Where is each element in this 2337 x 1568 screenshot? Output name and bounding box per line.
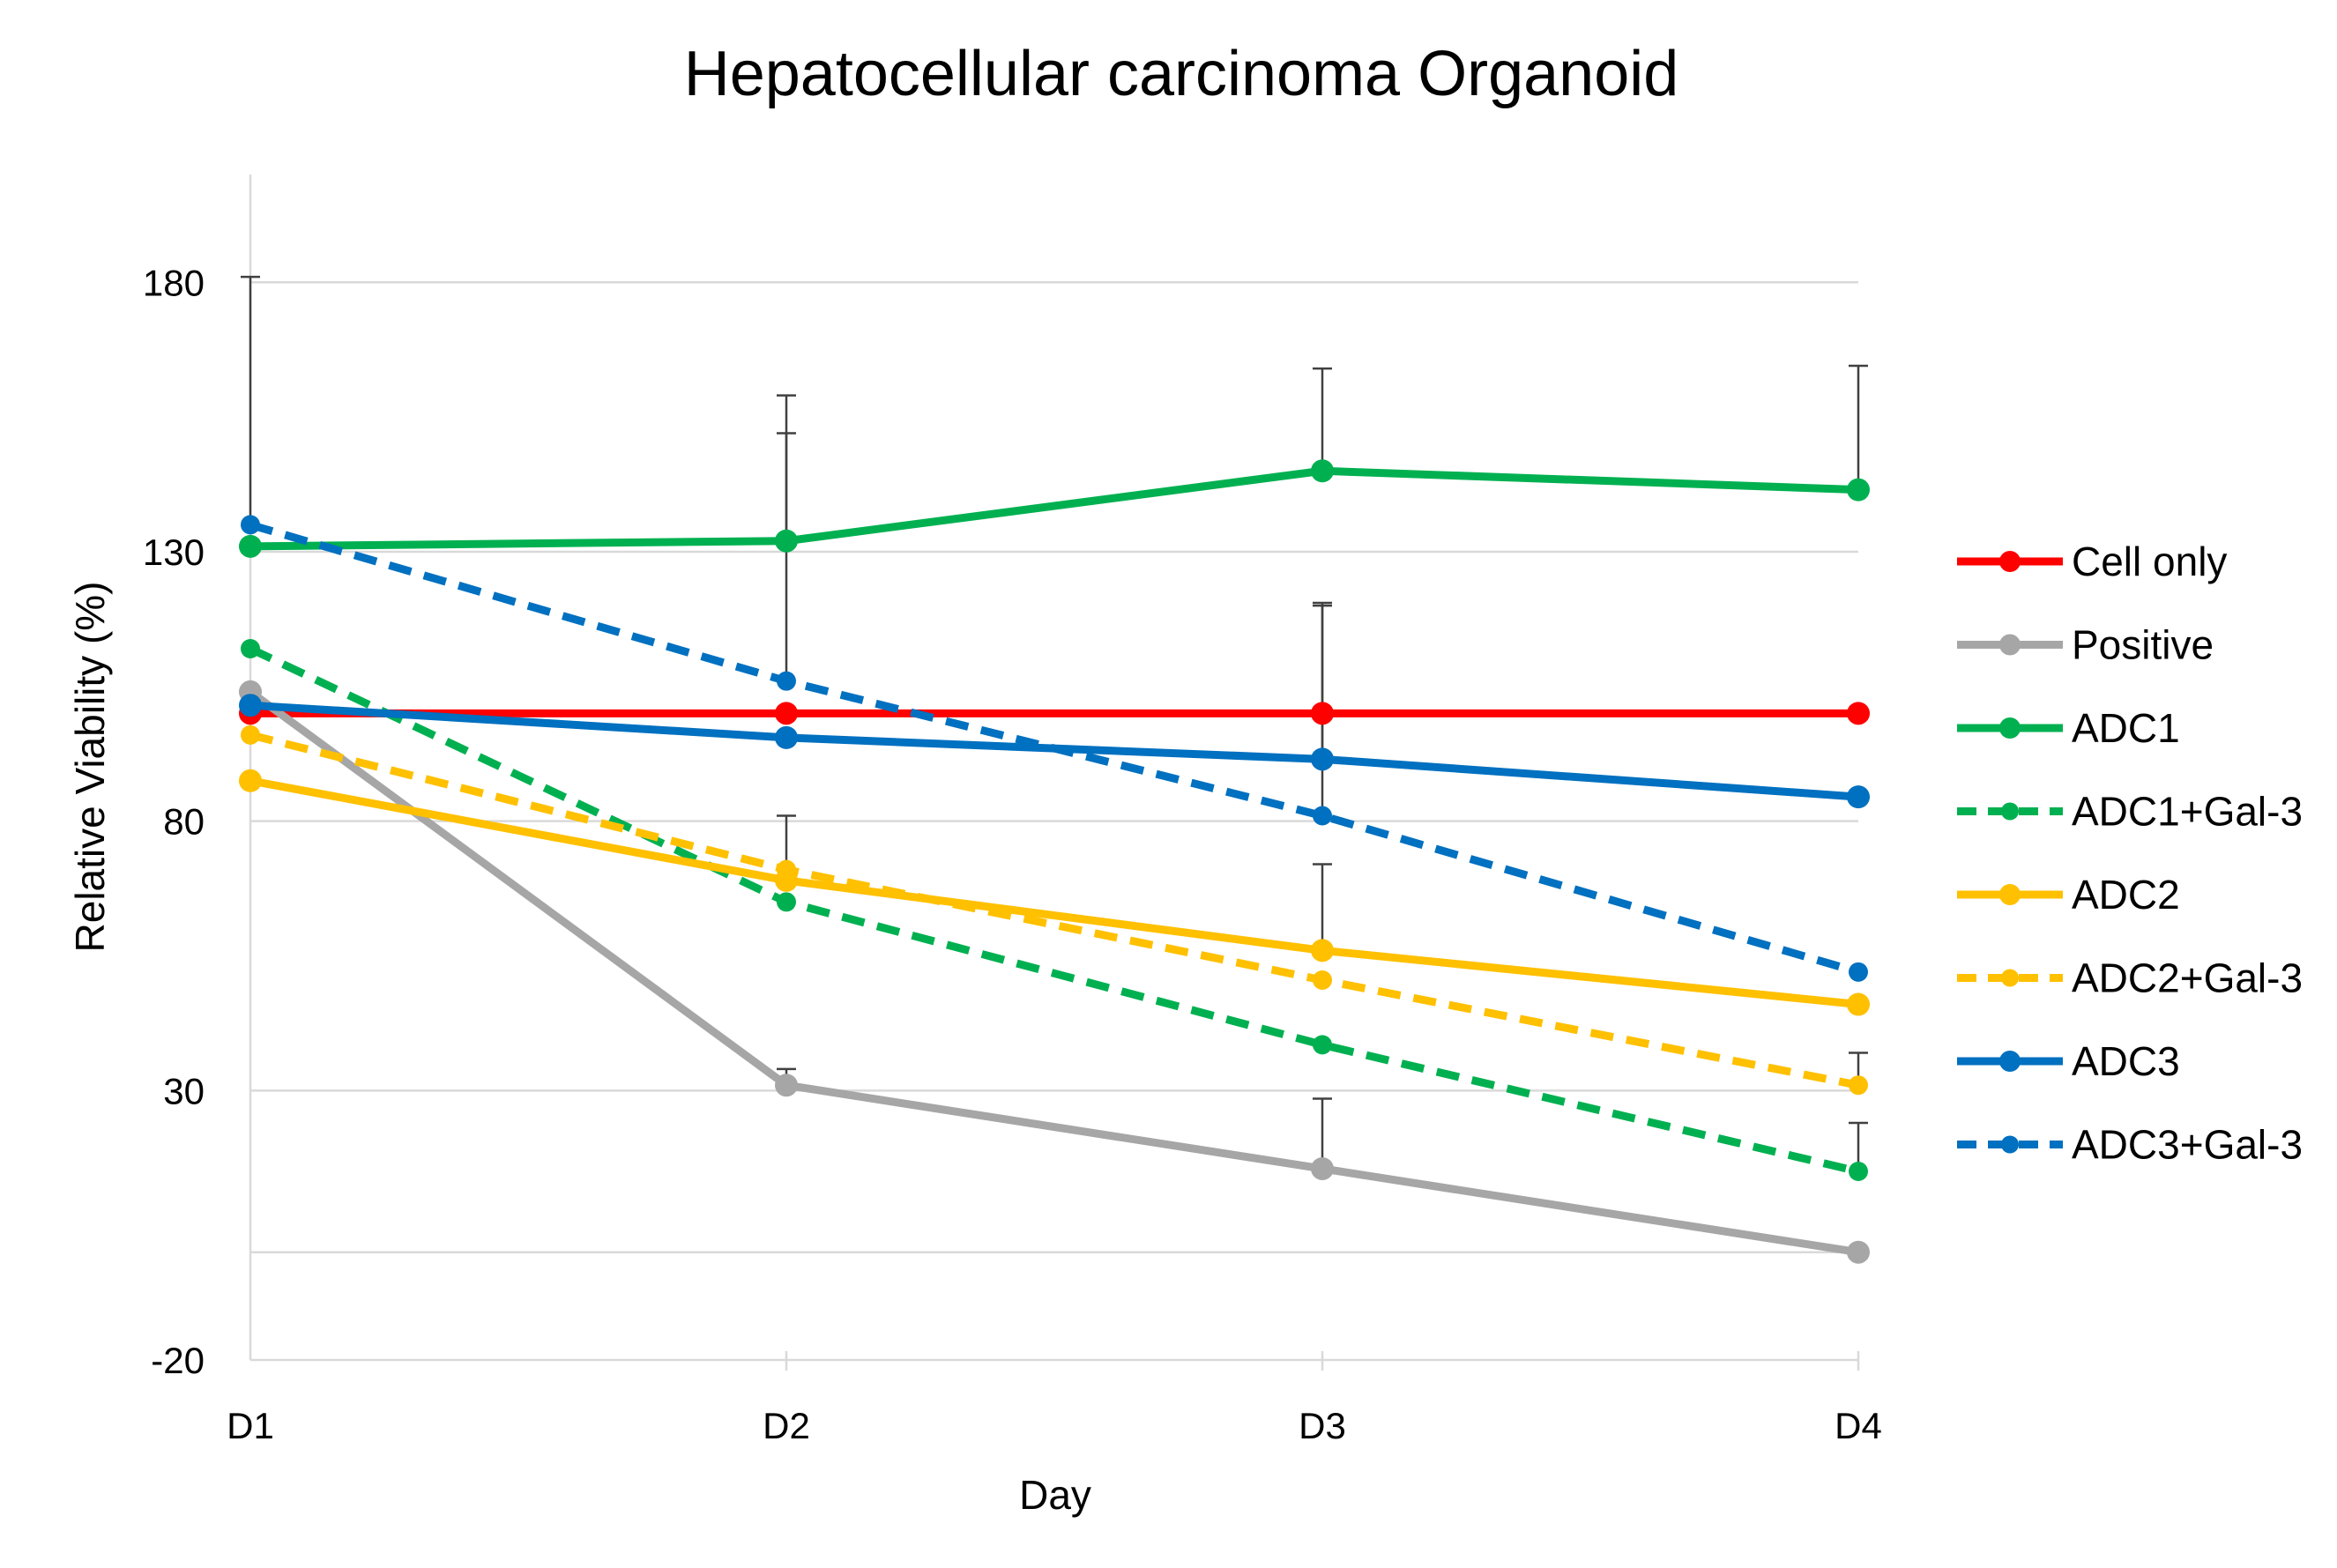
data-point bbox=[775, 1074, 798, 1097]
legend-marker bbox=[2001, 802, 2019, 821]
data-point bbox=[777, 859, 796, 880]
series-line bbox=[249, 731, 1859, 1089]
legend-marker bbox=[2001, 1135, 2019, 1154]
legend-label: ADC1 bbox=[2072, 705, 2180, 751]
data-point bbox=[239, 769, 262, 792]
data-point bbox=[1311, 1156, 1334, 1180]
legend-marker bbox=[1999, 634, 2021, 656]
data-point bbox=[1847, 992, 1870, 1016]
data-point bbox=[777, 892, 796, 912]
series-line bbox=[249, 521, 1860, 977]
data-point bbox=[1311, 939, 1334, 962]
data-point bbox=[775, 725, 798, 749]
data-point bbox=[1847, 785, 1870, 809]
x-tick-label: D3 bbox=[1299, 1405, 1346, 1446]
data-point bbox=[1313, 1035, 1332, 1055]
data-point bbox=[1313, 970, 1332, 990]
legend-marker bbox=[1999, 717, 2021, 739]
data-point bbox=[1849, 1075, 1868, 1096]
data-point bbox=[239, 534, 262, 558]
y-tick-label: -20 bbox=[151, 1340, 205, 1381]
y-tick-label: 80 bbox=[163, 801, 205, 843]
y-tick-label: 130 bbox=[143, 531, 205, 573]
data-point bbox=[1847, 478, 1870, 502]
y-tick-label: 180 bbox=[143, 262, 205, 303]
chart-title: Hepatocellular carcinoma Organoid bbox=[684, 39, 1679, 109]
data-point bbox=[239, 694, 262, 717]
legend-label: ADC3 bbox=[2072, 1038, 2180, 1084]
data-point bbox=[1311, 747, 1334, 771]
x-tick-label: D2 bbox=[763, 1405, 810, 1446]
data-point bbox=[1311, 702, 1334, 725]
data-point bbox=[775, 702, 798, 725]
legend-marker bbox=[1999, 551, 2021, 572]
legend-label: ADC2+Gal-3 bbox=[2072, 955, 2303, 1001]
legend: Cell only Positive ADC1 ADC1+Gal-3 ADC2 ADC2+… bbox=[1957, 539, 2303, 1168]
data-point bbox=[241, 515, 260, 535]
data-point bbox=[775, 529, 798, 553]
series-line bbox=[249, 644, 1860, 1176]
gridlines bbox=[250, 281, 1860, 1371]
data-point bbox=[241, 639, 260, 658]
data-point bbox=[241, 725, 260, 745]
data-point bbox=[1847, 702, 1870, 725]
series-lines bbox=[248, 466, 1860, 1257]
series-line bbox=[249, 466, 1859, 551]
legend-label: ADC2 bbox=[2072, 872, 2180, 918]
series-line bbox=[248, 688, 1859, 1257]
data-point bbox=[777, 671, 796, 691]
data-point bbox=[1311, 459, 1334, 483]
legend-label: ADC1+Gal-3 bbox=[2072, 789, 2303, 835]
legend-label: ADC3+Gal-3 bbox=[2072, 1122, 2303, 1168]
series-line bbox=[249, 777, 1859, 1008]
data-point bbox=[1849, 962, 1868, 982]
legend-marker bbox=[1999, 884, 2021, 905]
series-markers bbox=[239, 459, 1870, 1264]
y-axis-title: Relative Viability (%) bbox=[67, 582, 113, 953]
x-axis-title: Day bbox=[1019, 1472, 1091, 1518]
y-tick-label: 30 bbox=[163, 1070, 205, 1111]
x-tick-label: D4 bbox=[1835, 1405, 1882, 1446]
x-tick-labels: D1 D2 D3 D4 bbox=[227, 1405, 1882, 1446]
legend-marker bbox=[2001, 969, 2019, 987]
legend-label: Positive bbox=[2072, 622, 2214, 668]
legend-label: Cell only bbox=[2072, 539, 2227, 584]
data-point bbox=[1847, 1240, 1870, 1264]
y-tick-labels: -20 30 80 130 180 bbox=[143, 262, 205, 1381]
error-bars bbox=[241, 275, 1868, 1172]
data-point bbox=[1313, 806, 1332, 826]
data-point bbox=[1849, 1162, 1868, 1182]
legend-marker bbox=[1999, 1051, 2021, 1072]
x-tick-label: D1 bbox=[227, 1405, 274, 1446]
